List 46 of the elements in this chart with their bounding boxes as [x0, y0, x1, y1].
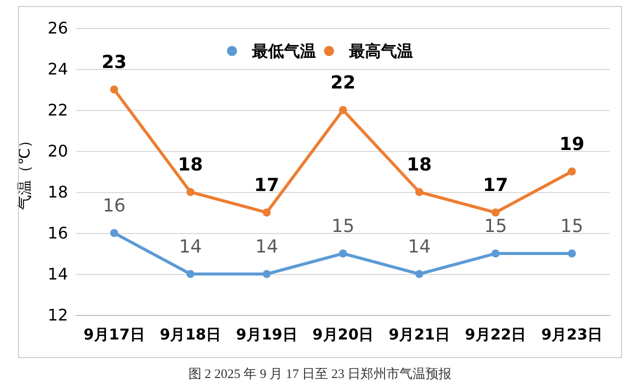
data-label: 14: [178, 236, 202, 258]
x-tick-label: 9月22日: [464, 326, 526, 344]
data-label: 15: [560, 216, 584, 237]
x-tick-label: 9月19日: [236, 326, 298, 344]
data-label: 18: [406, 154, 432, 176]
data-label: 17: [254, 175, 280, 196]
point: [568, 250, 576, 258]
data-label: 22: [330, 72, 356, 94]
data-label: 15: [332, 216, 354, 237]
point: [186, 270, 194, 278]
data-label: 19: [559, 134, 584, 155]
y-tick-label: 12: [48, 306, 68, 324]
legend-label: 最高气温: [348, 42, 413, 60]
y-tick-label: 20: [48, 142, 68, 160]
data-label: 23: [102, 52, 127, 73]
point: [415, 188, 424, 196]
point: [492, 208, 500, 216]
x-tick-label: 9月17日: [83, 326, 145, 344]
point: [262, 208, 271, 216]
point: [186, 188, 194, 196]
x-tick-label: 9月23日: [541, 326, 603, 344]
y-tick-label: 18: [48, 182, 68, 202]
point: [262, 270, 271, 278]
x-tick-label: 9月21日: [388, 326, 450, 344]
point: [415, 270, 424, 278]
point: [492, 250, 500, 258]
y-tick-label: 16: [48, 224, 68, 242]
data-label: 14: [255, 236, 278, 258]
point: [568, 168, 576, 176]
data-label: 15: [484, 216, 508, 237]
point: [339, 106, 347, 114]
x-tick-label: 9月20日: [312, 326, 374, 344]
point: [110, 229, 118, 237]
point: [339, 250, 347, 258]
y-tick-label: 14: [48, 264, 68, 284]
data-label: 16: [102, 196, 126, 216]
data-label: 18: [178, 154, 203, 176]
text: 图 2 2025 年 9 月 17 日至 23 日郑州市气温预报: [188, 366, 452, 381]
y-tick-label: 24: [48, 60, 68, 78]
y-tick-label: 26: [48, 18, 68, 38]
y-tick-label: 22: [48, 100, 68, 120]
legend-label: 最低气温: [251, 42, 316, 60]
data-label: 17: [483, 175, 508, 196]
data-label: 14: [408, 236, 431, 258]
point: [110, 86, 118, 94]
x-tick-label: 9月18日: [160, 326, 222, 344]
